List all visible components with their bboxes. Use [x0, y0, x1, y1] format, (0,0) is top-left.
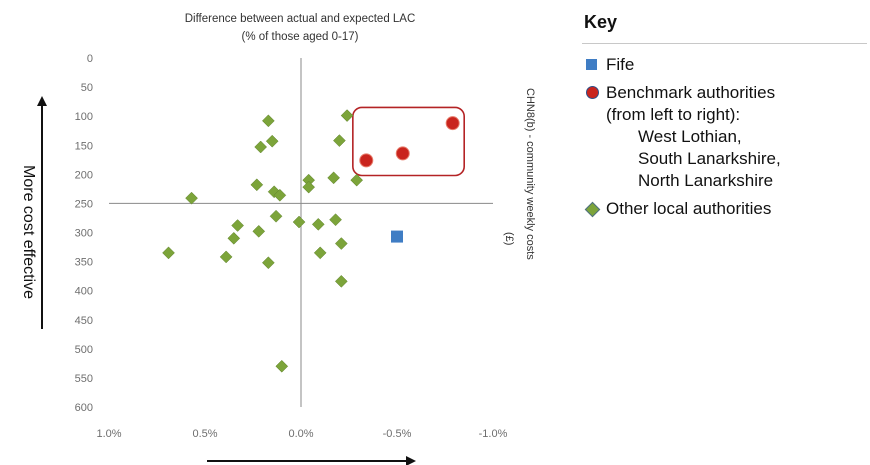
- data-point-diamond: [252, 224, 266, 238]
- key-label-north-lanarkshire: North Lanarkshire: [638, 171, 774, 190]
- key-label-benchmark: Benchmark authorities: [606, 83, 776, 102]
- x-tick-label: 1.0%: [96, 428, 121, 440]
- y-axis-label: CHN8(b) - community weekly costs: [524, 88, 536, 260]
- data-point-circle: [359, 153, 374, 168]
- data-point-diamond: [313, 246, 327, 260]
- data-point-diamond: [333, 134, 346, 147]
- chart-key: Key Fife Benchmark authorities (from lef…: [582, 12, 867, 226]
- data-point-diamond: [334, 237, 348, 250]
- y-tick-label: 100: [75, 111, 93, 123]
- data-point-diamond: [334, 275, 348, 288]
- data-point-diamond: [292, 215, 306, 229]
- side-label: More cost effective: [20, 165, 37, 299]
- square-marker-icon: [586, 59, 597, 70]
- data-point-diamond: [265, 134, 279, 148]
- x-tick-label: -0.5%: [383, 428, 412, 440]
- data-point-diamond: [185, 191, 198, 205]
- y-tick-label: 550: [75, 373, 93, 385]
- diamond-marker-icon: [584, 201, 601, 218]
- y-tick-label: 150: [75, 140, 93, 152]
- data-point-diamond: [250, 178, 264, 192]
- data-point-diamond: [327, 171, 340, 185]
- y-tick-label: 300: [75, 228, 93, 240]
- data-point-diamond: [350, 173, 364, 187]
- data-point-diamond: [302, 180, 316, 194]
- key-divider: [582, 43, 867, 44]
- data-point-diamond: [329, 213, 342, 227]
- key-item-fife: Fife: [582, 54, 867, 76]
- y-tick-label: 600: [75, 402, 93, 414]
- key-item-benchmark: Benchmark authorities (from left to righ…: [582, 82, 867, 192]
- key-label-south-lanarkshire: South Lanarkshire,: [638, 149, 781, 168]
- key-item-other: Other local authorities: [582, 198, 867, 220]
- benchmark-highlight-box: [352, 106, 465, 177]
- data-point-circle: [445, 116, 460, 131]
- key-label-west-lothian: West Lothian,: [638, 127, 742, 146]
- data-point-diamond: [311, 218, 325, 231]
- y-tick-label: 400: [75, 286, 93, 298]
- data-point-diamond: [262, 114, 275, 128]
- y-tick-label: 200: [75, 169, 93, 181]
- data-point-diamond: [231, 219, 244, 232]
- data-point-diamond: [273, 188, 287, 202]
- x-tick-label: 0.5%: [192, 428, 217, 440]
- data-point-diamond: [340, 109, 354, 122]
- x-tick-label: 0.0%: [288, 428, 313, 440]
- y-tick-label: 500: [75, 344, 93, 356]
- y-tick-label: 50: [81, 82, 93, 94]
- chart-title: Difference between actual and expected L…: [185, 13, 416, 25]
- data-point-diamond: [254, 140, 268, 154]
- key-label-benchmark-note: (from left to right):: [606, 105, 741, 124]
- key-title: Key: [584, 12, 618, 32]
- chart-subtitle: (% of those aged 0-17): [242, 31, 359, 43]
- y-tick-label: 0: [87, 53, 93, 65]
- data-point-diamond: [262, 256, 275, 270]
- data-point-diamond: [227, 231, 241, 245]
- x-tick-label: -1.0%: [479, 428, 508, 440]
- key-label-other: Other local authorities: [606, 199, 772, 218]
- y-tick-label: 350: [75, 257, 93, 269]
- data-point-square: [391, 230, 403, 243]
- circle-marker-icon: [586, 86, 599, 99]
- y-axis-unit-label: (£): [503, 232, 515, 245]
- data-point-diamond: [162, 246, 175, 260]
- y-tick-label: 450: [75, 315, 93, 327]
- data-point-diamond: [219, 250, 233, 264]
- data-point-diamond: [269, 209, 283, 223]
- y-tick-label: 250: [75, 198, 93, 210]
- key-label-fife: Fife: [606, 55, 635, 74]
- data-point-diamond: [275, 359, 289, 373]
- data-point-circle: [395, 146, 410, 161]
- scatter-chart: Difference between actual and expected L…: [20, 13, 536, 465]
